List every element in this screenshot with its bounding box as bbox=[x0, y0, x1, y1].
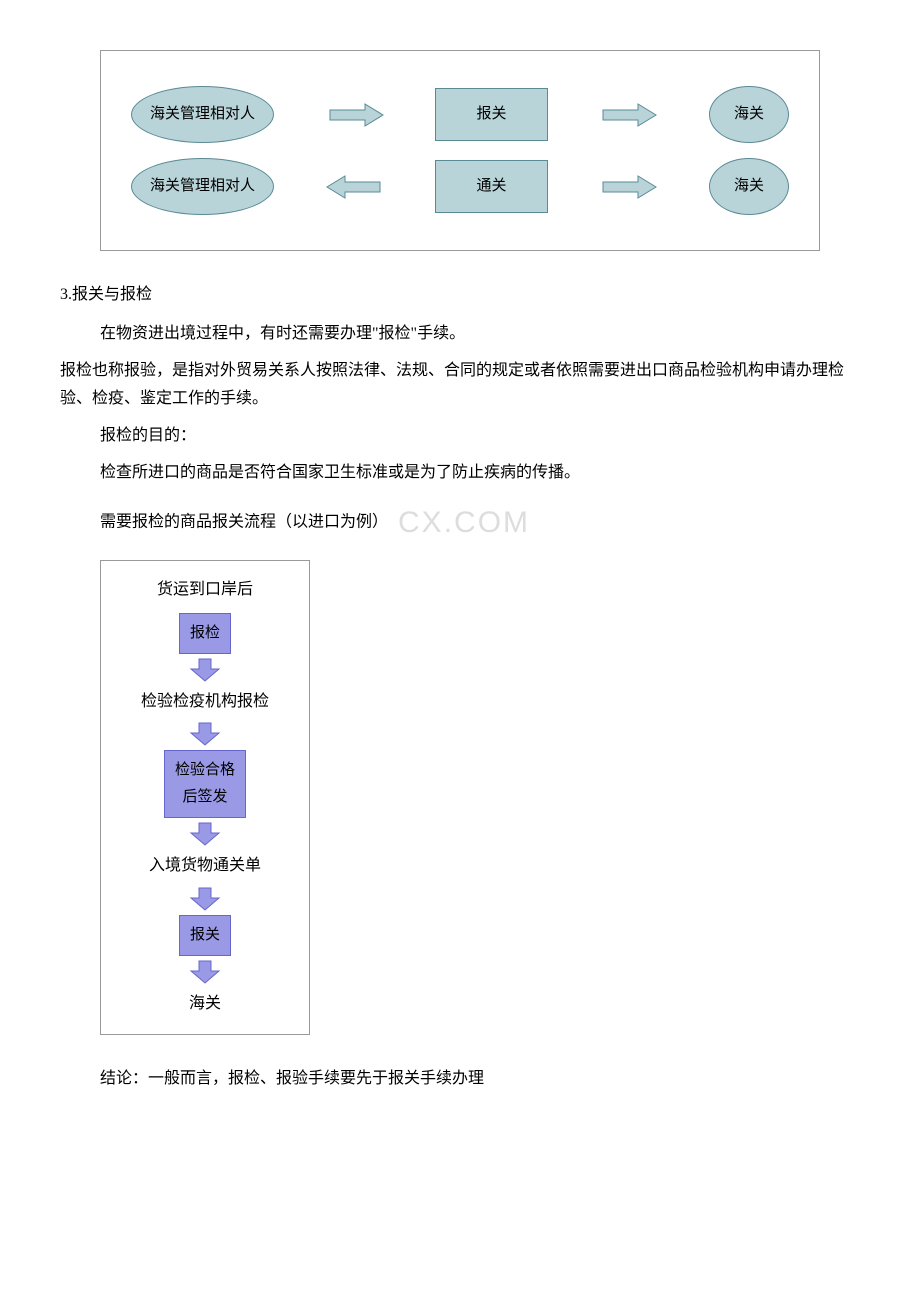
diagram-customs-flow: 海关管理相对人 报关 海关 海关管理相对人 通关 海关 bbox=[100, 50, 820, 251]
fc-step-7: 入境货物通关单 bbox=[116, 852, 294, 881]
diagram-row-1: 海关管理相对人 报关 海关 bbox=[131, 86, 789, 143]
arrow-right-icon bbox=[598, 100, 658, 130]
fc-step-3: 检验检疫机构报检 bbox=[116, 688, 294, 717]
watermark-text: CX.COM bbox=[398, 506, 530, 539]
arrow-right-icon bbox=[325, 100, 385, 130]
arrow-left-icon bbox=[325, 172, 385, 202]
arrow-down-icon bbox=[185, 721, 225, 747]
node-right-2: 海关 bbox=[709, 158, 789, 215]
paragraph-3: 报检的目的： bbox=[100, 422, 860, 451]
fc-step-9: 报关 bbox=[179, 915, 231, 956]
arrow-down-icon bbox=[185, 886, 225, 912]
paragraph-5: 需要报检的商品报关流程（以进口为例） CX.COM bbox=[100, 496, 860, 550]
arrow-down-icon bbox=[185, 821, 225, 847]
fc-step-1: 报检 bbox=[179, 613, 231, 654]
conclusion-text: 结论：一般而言，报检、报验手续要先于报关手续办理 bbox=[100, 1065, 860, 1094]
node-left-1: 海关管理相对人 bbox=[131, 86, 274, 143]
fc-step-0: 货运到口岸后 bbox=[116, 576, 294, 605]
paragraph-1: 在物资进出境过程中，有时还需要办理"报检"手续。 bbox=[100, 320, 860, 349]
paragraph-2: 报检也称报验，是指对外贸易关系人按照法律、法规、合同的规定或者依照需要进出口商品… bbox=[60, 357, 860, 415]
node-mid-2: 通关 bbox=[435, 160, 547, 213]
fc-step-5: 检验合格 后签发 bbox=[164, 750, 246, 818]
fc-step-11: 海关 bbox=[116, 990, 294, 1019]
flowchart-inspection: 货运到口岸后 报检 检验检疫机构报检 检验合格 后签发 入境货物通关单 报关 海… bbox=[100, 560, 310, 1035]
arrow-down-icon bbox=[185, 959, 225, 985]
diagram-row-2: 海关管理相对人 通关 海关 bbox=[131, 158, 789, 215]
paragraph-5-text: 需要报检的商品报关流程（以进口为例） bbox=[100, 513, 388, 530]
arrow-down-icon bbox=[185, 657, 225, 683]
node-right-1: 海关 bbox=[709, 86, 789, 143]
arrow-right-icon bbox=[598, 172, 658, 202]
section-heading: 3.报关与报检 bbox=[60, 281, 860, 310]
node-left-2: 海关管理相对人 bbox=[131, 158, 274, 215]
paragraph-4: 检查所进口的商品是否符合国家卫生标准或是为了防止疾病的传播。 bbox=[100, 459, 860, 488]
node-mid-1: 报关 bbox=[435, 88, 547, 141]
